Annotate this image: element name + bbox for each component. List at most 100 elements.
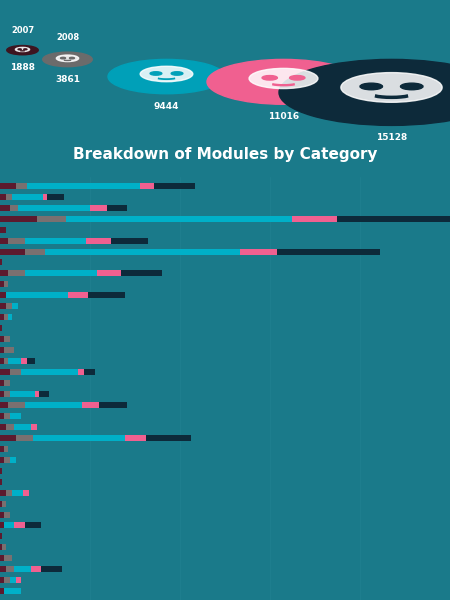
- Bar: [0, 347, 4, 353]
- Bar: [45, 248, 240, 254]
- Bar: [4, 556, 12, 562]
- Bar: [0, 292, 6, 298]
- Bar: [146, 435, 191, 441]
- Bar: [25, 271, 97, 277]
- Bar: [0, 544, 2, 550]
- Bar: [68, 292, 88, 298]
- Circle shape: [43, 52, 92, 67]
- Circle shape: [140, 66, 193, 82]
- Bar: [0, 556, 4, 562]
- Circle shape: [15, 47, 30, 52]
- Circle shape: [279, 59, 450, 125]
- Bar: [84, 369, 94, 375]
- Bar: [90, 205, 107, 211]
- Bar: [0, 380, 4, 386]
- Bar: [0, 238, 8, 244]
- Bar: [0, 446, 4, 452]
- Bar: [21, 358, 27, 364]
- Bar: [337, 215, 450, 221]
- Bar: [22, 490, 29, 496]
- Bar: [4, 358, 8, 364]
- Bar: [8, 238, 25, 244]
- Bar: [0, 479, 2, 485]
- Bar: [4, 314, 8, 320]
- Bar: [4, 391, 10, 397]
- Text: 2008: 2008: [56, 32, 79, 41]
- Bar: [0, 490, 6, 496]
- Bar: [0, 303, 6, 310]
- Bar: [154, 183, 195, 189]
- Text: 1888: 1888: [10, 63, 35, 72]
- Bar: [8, 402, 25, 408]
- Text: 3861: 3861: [55, 74, 80, 83]
- Bar: [14, 424, 31, 430]
- Bar: [25, 402, 82, 408]
- Bar: [0, 325, 2, 331]
- Bar: [0, 577, 4, 583]
- Bar: [0, 533, 2, 539]
- Bar: [0, 523, 4, 529]
- Bar: [31, 424, 37, 430]
- Bar: [0, 588, 4, 594]
- Text: 15128: 15128: [376, 133, 407, 142]
- Circle shape: [108, 59, 225, 94]
- Bar: [6, 194, 12, 200]
- Text: Breakdown of Modules by Category: Breakdown of Modules by Category: [73, 147, 377, 162]
- Bar: [10, 577, 17, 583]
- Bar: [277, 248, 380, 254]
- Bar: [12, 303, 18, 310]
- Circle shape: [7, 46, 38, 55]
- Bar: [0, 227, 6, 233]
- Bar: [12, 194, 43, 200]
- Circle shape: [69, 58, 74, 59]
- Circle shape: [171, 72, 183, 75]
- Bar: [27, 183, 140, 189]
- Bar: [0, 281, 4, 287]
- Bar: [41, 566, 62, 572]
- Bar: [88, 292, 126, 298]
- Bar: [10, 391, 35, 397]
- Bar: [111, 238, 148, 244]
- Circle shape: [150, 72, 162, 75]
- Bar: [99, 402, 127, 408]
- Bar: [292, 215, 337, 221]
- Bar: [10, 205, 18, 211]
- Bar: [0, 512, 4, 518]
- Circle shape: [341, 73, 442, 103]
- Bar: [4, 281, 8, 287]
- Bar: [97, 271, 121, 277]
- Bar: [86, 238, 111, 244]
- Bar: [17, 577, 21, 583]
- Bar: [6, 490, 12, 496]
- Circle shape: [18, 49, 21, 50]
- Bar: [25, 523, 41, 529]
- Bar: [4, 523, 14, 529]
- Bar: [4, 512, 10, 518]
- Bar: [8, 314, 12, 320]
- Circle shape: [56, 55, 79, 62]
- Bar: [140, 183, 154, 189]
- Circle shape: [360, 83, 382, 90]
- Bar: [0, 205, 10, 211]
- Bar: [14, 523, 25, 529]
- Circle shape: [400, 83, 423, 90]
- Bar: [4, 588, 21, 594]
- Bar: [18, 205, 90, 211]
- Bar: [25, 238, 86, 244]
- Bar: [37, 215, 66, 221]
- Bar: [10, 457, 17, 463]
- Bar: [33, 435, 126, 441]
- Bar: [4, 347, 14, 353]
- Bar: [6, 566, 14, 572]
- Bar: [2, 544, 6, 550]
- Bar: [4, 413, 10, 419]
- Bar: [25, 248, 45, 254]
- Bar: [0, 271, 8, 277]
- Bar: [35, 391, 39, 397]
- Text: 2007: 2007: [11, 26, 34, 35]
- Bar: [10, 413, 21, 419]
- Bar: [4, 336, 10, 342]
- Bar: [10, 369, 21, 375]
- Bar: [0, 566, 6, 572]
- Bar: [107, 205, 127, 211]
